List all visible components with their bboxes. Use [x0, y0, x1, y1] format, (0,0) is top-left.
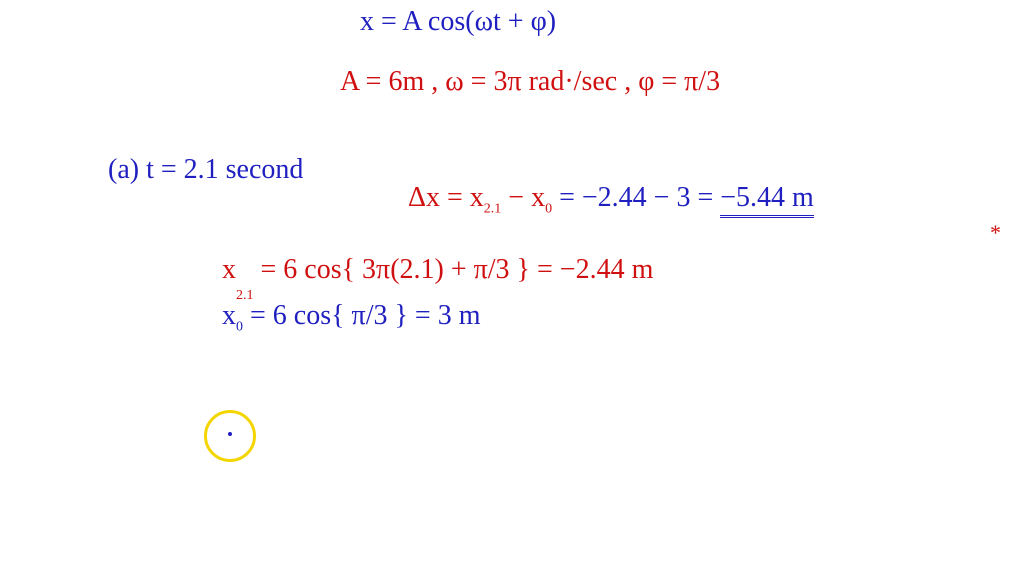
constants-line: A = 6m , ω = 3π rad·/sec , φ = π/3 — [340, 66, 720, 98]
x0-sub: 0 — [236, 320, 243, 335]
asterisk-mark: * — [990, 220, 1001, 246]
x21-expr: = 6 cos{ 3π(2.1) + π/3 } = −2.44 m — [254, 254, 654, 285]
dx-result: −5.44 m — [720, 182, 814, 218]
dx-lhs-2: − x — [501, 182, 545, 213]
delta-x-row: Δx = x2.1 − x0 = −2.44 − 3 = −5.44 m — [408, 182, 814, 218]
x21-sym: x — [222, 254, 236, 285]
dx-rhs-1: = −2.44 − 3 = — [552, 182, 713, 213]
x0-expr: = 6 cos{ π/3 } = 3 m — [243, 300, 480, 331]
equation-shm: x = A cos(ωt + φ) — [360, 6, 556, 38]
part-a-label: (a) t = 2.1 second — [108, 154, 303, 186]
dx-sub-1: 2.1 — [484, 202, 502, 217]
x21-row: x2.1 = 6 cos{ 3π(2.1) + π/3 } = −2.44 m — [222, 254, 653, 290]
x0-row: x0 = 6 cos{ π/3 } = 3 m — [222, 300, 480, 336]
x0-sym: x — [222, 300, 236, 331]
cursor-circle-icon — [204, 410, 256, 462]
cursor-dot-icon — [228, 432, 232, 436]
dx-lhs-1: Δx = x — [408, 182, 484, 213]
